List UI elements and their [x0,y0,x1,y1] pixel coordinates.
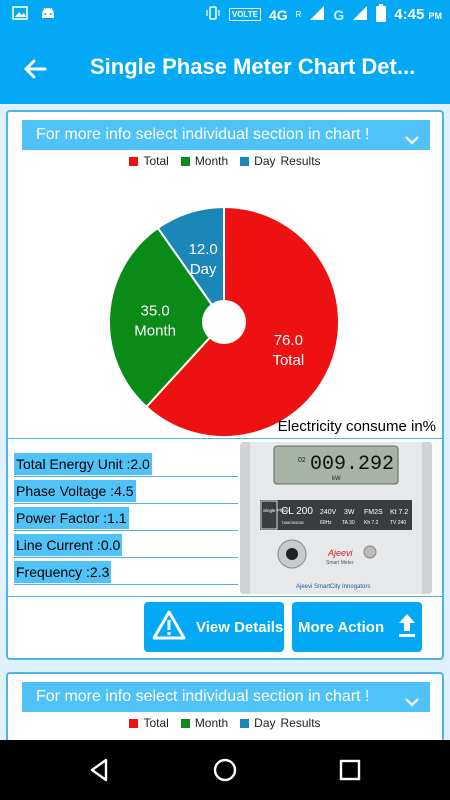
metric-row: Phase Voltage :4.5 [14,477,238,504]
meter-chart-card-2: For more info select individual section … [6,672,444,740]
more-action-button[interactable]: More Action [292,602,422,652]
legend-label-month: Month [194,154,229,168]
status-bar: VOLTE 4G R G 4:45 PM [0,0,450,32]
pie-value-label: 35.0 [141,303,170,320]
metric-power-factor: Power Factor :1.1 [14,507,129,529]
meter-freq: 60Hz [320,520,332,526]
signal-icon [309,5,325,24]
metric-row: Line Current :0.0 [14,531,238,558]
pie-name-label: Month [134,323,176,340]
more-action-label: More Action [298,618,385,636]
battery-icon [376,4,387,25]
legend-label-month: Month [194,716,229,730]
info-dropdown[interactable]: For more info select individual section … [22,120,430,150]
legend-label-total: Total [143,154,169,168]
page-title: Single Phase Meter Chart Det... [90,54,416,79]
metric-row: Total Energy Unit :2.0 [14,450,238,477]
content-area[interactable]: For more info select individual section … [0,104,450,740]
legend-item-total[interactable]: Total [129,154,169,168]
view-details-button[interactable]: View Details [144,602,284,652]
legend-item-total[interactable]: Total [129,716,169,730]
legend-item-day[interactable]: Day Results [240,154,321,168]
metric-line-current: Line Current :0.0 [14,534,123,556]
meter-voltage: 240V [320,509,337,516]
app-toolbar: Single Phase Meter Chart Det... [0,32,450,104]
meter-kt: Kt 7.2 [390,509,408,516]
meter-unit: kW [332,476,341,482]
meter-tv: TV 240 [390,520,406,526]
legend-label-day: Day [254,154,276,168]
warning-icon [152,610,186,644]
clock: 4:45 PM [394,6,442,23]
signal-icon-2 [352,5,368,24]
legend-swatch-total [129,156,139,166]
upload-icon [396,612,418,642]
pie-slice-day[interactable] [156,205,225,326]
legend-title: Results [280,716,321,730]
meter-phase-label: Single Phase [263,508,290,513]
pie-name-label: Day [190,261,217,278]
metric-frequency: Frequency :2.3 [14,561,112,583]
meter-model: CL 200 [281,506,313,517]
metric-total-energy: Total Energy Unit :2.0 [14,453,152,475]
legend-item-day[interactable]: Day Results [240,716,321,730]
navigation-bar [0,740,450,800]
legend-label-total: Total [143,716,169,730]
pie-center-hole [202,300,246,344]
metric-phase-voltage: Phase Voltage :4.5 [14,480,136,502]
meter-wire: 3W [344,509,355,516]
chevron-down-icon [404,128,420,145]
legend-swatch-month [180,718,190,728]
gallery-icon [12,6,28,25]
legend-label-day: Day [254,716,276,730]
meter-ta: TA 30 [342,520,355,526]
legend-title: Results [280,154,321,168]
nav-recents-icon[interactable] [336,756,364,784]
info-dropdown-label: For more info select individual section … [36,126,370,143]
metric-row: Power Factor :1.1 [14,504,238,531]
legend-item-month[interactable]: Month [180,716,229,730]
info-dropdown-2[interactable]: For more info select individual section … [22,682,430,712]
pie-value-label: 76.0 [274,332,303,349]
legend-swatch-month [180,156,190,166]
volte-badge: VOLTE [228,8,261,21]
pie-chart[interactable]: 76.0 Total 35.0 Month 12.0 Day [104,202,344,442]
metric-row: Frequency :2.3 [14,558,238,585]
legend-item-month[interactable]: Month [180,154,229,168]
divider [8,438,442,439]
meter-brand: Ajeevi [327,548,354,558]
divider [8,596,442,597]
roaming-indicator: R [295,10,302,19]
carrier-g: G [333,6,345,23]
meter-kh: Kh 7.2 [364,520,379,526]
pie-name-label: Total [272,352,304,369]
android-icon [40,6,56,25]
legend-swatch-day [240,156,250,166]
meter-serial: T40K393282 [281,520,305,525]
network-type: 4G [268,6,288,23]
view-details-label: View Details [196,618,284,636]
nav-back-icon[interactable] [86,756,114,784]
chart-legend-2: Total Month Day Results [8,716,442,730]
legend-swatch-total [129,718,139,728]
metrics-list: Total Energy Unit :2.0 Phase Voltage :4.… [14,450,238,585]
pie-slice-month[interactable] [108,226,226,409]
meter-form: FM2S [364,509,383,516]
back-arrow-icon[interactable] [18,52,52,86]
meter-brand-sub: Smart Meter [326,560,354,566]
nav-home-icon[interactable] [211,756,239,784]
smart-meter-image: 02 009.292 kW Single Phase CL 200 240V 3… [240,442,432,594]
pie-value-label: 12.0 [189,241,218,258]
meter-reading-prefix: 02 [298,457,306,464]
meter-footer: Ajeevi SmartCity Innogators [296,584,370,590]
vibrate-icon [205,5,221,24]
chart-legend: Total Month Day Results [8,154,442,168]
chart-description: Electricity consume in% [277,418,436,435]
legend-swatch-day [240,718,250,728]
info-dropdown-label: For more info select individual section … [36,688,370,705]
meter-reading: 009.292 [310,453,394,476]
chevron-down-icon [404,690,420,707]
meter-chart-card: For more info select individual section … [6,110,444,660]
